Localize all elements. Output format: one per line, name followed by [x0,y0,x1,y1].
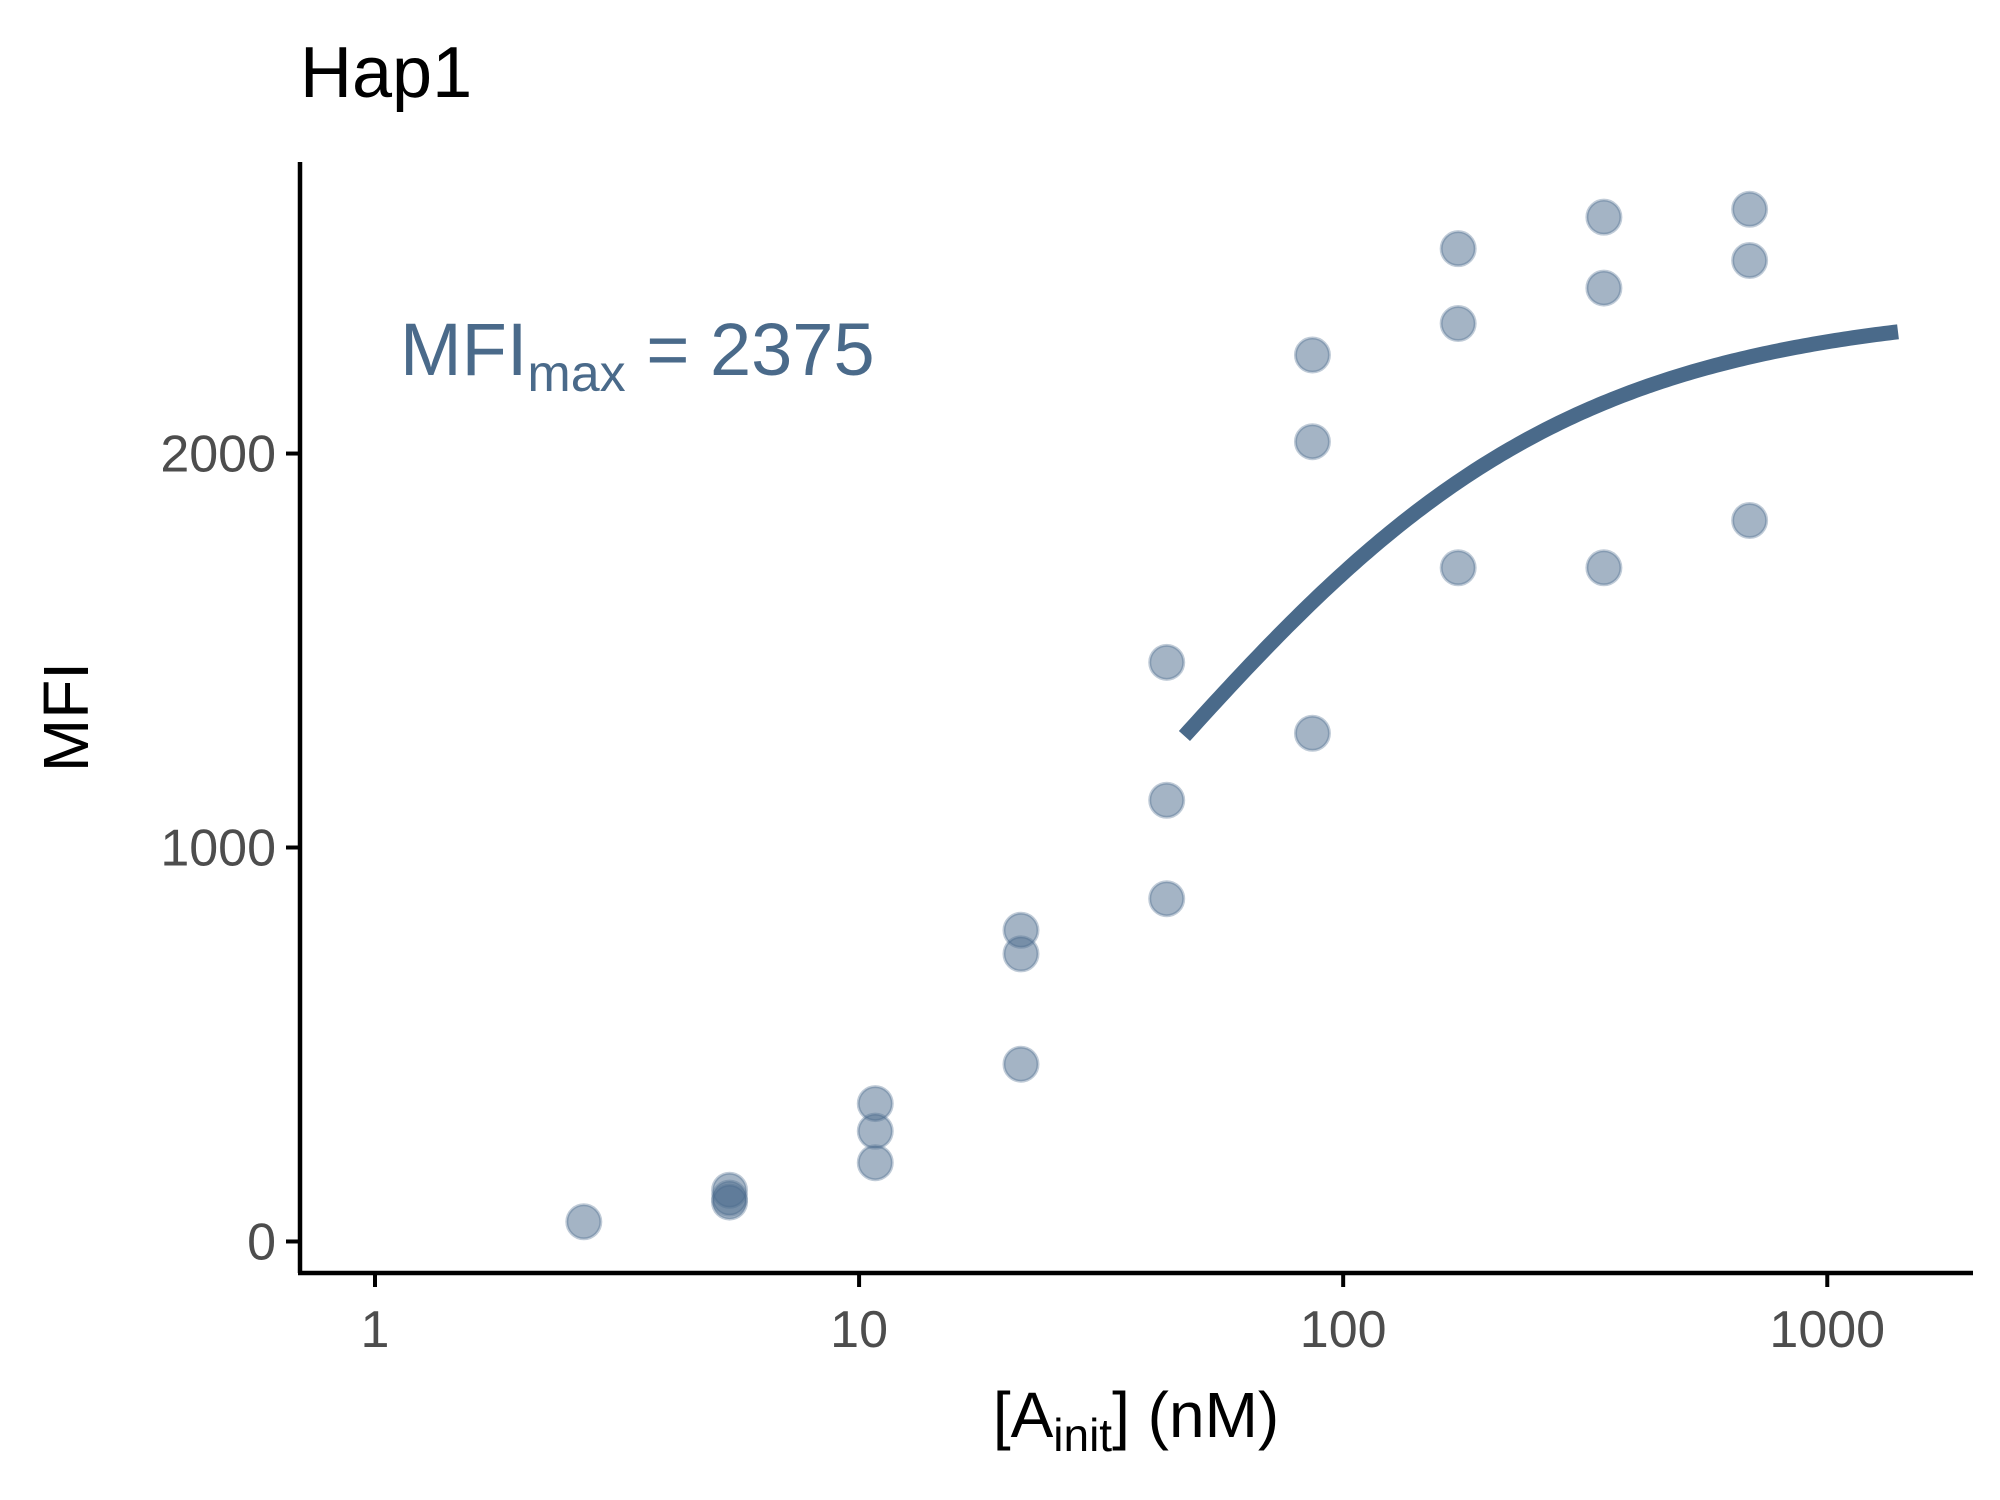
annotation-main: MFI [400,308,527,391]
data-point [1002,935,1040,973]
x-axis-title-main: [A [993,1379,1054,1451]
data-point [1148,781,1186,819]
annotation-subscript: max [527,345,625,403]
data-point [1731,190,1769,228]
data-point [565,1203,603,1241]
x-tick-label: 1 [361,1301,390,1359]
data-point [1731,502,1769,540]
x-axis-title-tail: ] (nM) [1112,1379,1279,1451]
data-point [711,1183,749,1221]
x-axis-title: [Ainit] (nM) [993,1379,1279,1461]
data-point [1293,423,1331,461]
y-tick-label: 0 [247,1213,276,1271]
data-point [856,1112,894,1150]
chart-title: Hap1 [300,33,472,113]
data-point [1293,714,1331,752]
data-point [1439,230,1477,268]
y-axis-ticks: 0 1000 2000 [160,426,300,1271]
data-point [1585,198,1623,236]
mfimax-annotation: MFImax = 2375 [400,308,875,403]
data-point [1148,643,1186,681]
data-point [1148,880,1186,918]
data-point [1439,305,1477,343]
x-tick-label: 1000 [1769,1301,1885,1359]
x-axis-ticks: 1 10 100 1000 [361,1273,1885,1359]
x-axis-title-subscript: init [1053,1409,1112,1461]
y-axis-title: MFI [30,662,102,772]
svg-text:MFImax = 2375: MFImax = 2375 [400,308,875,403]
data-point [1585,549,1623,587]
y-tick-label: 1000 [160,820,276,878]
data-point [1293,336,1331,374]
annotation-value: = 2375 [626,308,875,391]
fit-curve [1178,324,1899,742]
y-tick-label: 2000 [160,426,276,484]
x-tick-label: 100 [1300,1301,1387,1359]
data-point [856,1144,894,1182]
data-point [1002,1045,1040,1083]
data-point [1731,241,1769,279]
data-point [1439,549,1477,587]
fit-curve-layer [1178,324,1899,742]
data-points [565,190,1769,1241]
x-tick-label: 10 [830,1301,888,1359]
data-point [1585,269,1623,307]
